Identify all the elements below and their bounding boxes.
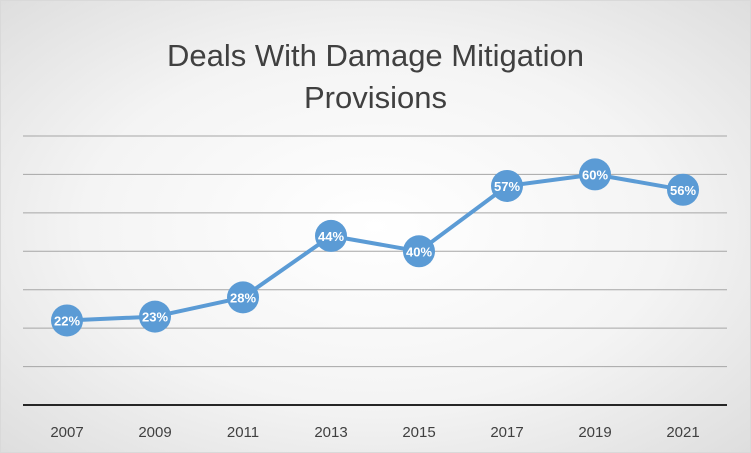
data-point-marker xyxy=(491,169,523,202)
series-line xyxy=(66,172,684,323)
data-label: 28% xyxy=(230,290,256,305)
data-point-marker xyxy=(51,304,83,337)
chart-title: Deals With Damage Mitigation Provisions xyxy=(1,35,750,119)
data-point-marker xyxy=(315,219,347,252)
x-tick-label: 2021 xyxy=(666,424,699,441)
data-point-marker xyxy=(139,300,171,333)
chart-title-line-2: Provisions xyxy=(304,80,447,115)
x-tick-label: 2011 xyxy=(227,424,259,441)
x-tick-label: 2007 xyxy=(50,424,83,441)
data-label: 23% xyxy=(142,310,168,325)
x-tick-label: 2013 xyxy=(314,424,347,441)
data-label: 44% xyxy=(318,229,344,244)
data-label: 57% xyxy=(494,179,520,194)
x-tick-label: 2009 xyxy=(138,424,171,441)
data-label: 56% xyxy=(670,183,696,198)
x-tick-label: 2019 xyxy=(578,424,611,441)
data-point-marker xyxy=(227,281,259,314)
data-label: 40% xyxy=(406,244,432,259)
data-label: 22% xyxy=(54,313,80,328)
data-point-marker xyxy=(667,173,699,206)
chart-title-line-1: Deals With Damage Mitigation xyxy=(167,38,584,73)
data-point-marker xyxy=(579,158,611,191)
x-tick-label: 2015 xyxy=(402,424,435,441)
data-label: 60% xyxy=(582,167,608,182)
data-point-marker xyxy=(403,235,435,268)
x-tick-label: 2017 xyxy=(490,424,523,441)
